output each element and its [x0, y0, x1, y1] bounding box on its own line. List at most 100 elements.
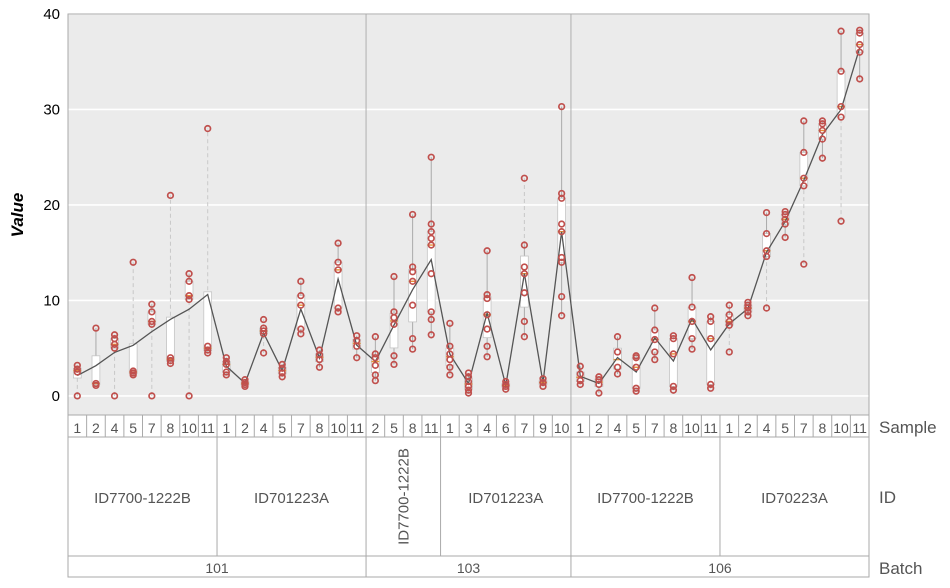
sample-label: 8 — [167, 420, 175, 436]
data-point — [557, 312, 566, 320]
data-point — [166, 356, 175, 365]
data-point — [408, 210, 417, 219]
data-point — [520, 263, 529, 271]
data-point — [464, 369, 473, 377]
box — [706, 321, 715, 385]
sample-label: 2 — [241, 420, 249, 436]
box — [669, 338, 678, 387]
data-point — [688, 345, 696, 353]
data-point — [502, 380, 510, 389]
data-point — [557, 220, 566, 228]
data-point — [632, 387, 640, 395]
data-point — [837, 67, 845, 75]
sample-label: 1 — [576, 420, 584, 436]
data-point — [427, 331, 435, 339]
data-point — [576, 380, 584, 389]
sample-label: 11 — [703, 420, 718, 436]
data-point — [408, 263, 417, 271]
data-point — [241, 378, 249, 387]
sample-label: 10 — [181, 420, 197, 436]
sample-label: 10 — [554, 420, 570, 436]
table-frame — [67, 414, 870, 578]
data-point — [483, 325, 491, 333]
data-point — [483, 247, 491, 255]
data-point — [353, 354, 361, 362]
data-point — [222, 368, 230, 376]
data-point — [539, 375, 547, 383]
data-point — [166, 354, 175, 362]
data-point — [744, 308, 752, 316]
data-point — [297, 292, 305, 300]
data-point — [446, 319, 454, 327]
data-point — [334, 239, 342, 247]
data-point — [520, 174, 529, 182]
data-point — [651, 348, 659, 356]
data-point — [818, 117, 827, 125]
data-point — [818, 126, 827, 135]
data-point — [725, 311, 733, 319]
data-point — [371, 371, 380, 379]
data-point — [613, 370, 622, 378]
data-point — [483, 291, 491, 299]
data-point — [204, 124, 212, 133]
batch-label: 106 — [708, 560, 732, 576]
data-point — [204, 349, 212, 357]
data-point — [148, 320, 156, 328]
data-point — [446, 371, 454, 379]
data-point — [446, 350, 454, 358]
data-point — [707, 313, 715, 321]
sample-label: 4 — [260, 420, 268, 436]
data-point — [241, 376, 249, 384]
data-point — [520, 289, 529, 297]
data-point — [278, 364, 286, 372]
sample-label: 8 — [670, 420, 678, 436]
data-point — [725, 301, 733, 309]
data-point — [651, 335, 659, 344]
data-point — [390, 352, 398, 360]
sample-label: 10 — [833, 420, 849, 436]
data-point — [185, 292, 193, 300]
data-point — [464, 386, 473, 394]
box — [520, 255, 529, 308]
data-point — [800, 182, 808, 190]
data-point — [502, 377, 510, 386]
data-point — [856, 40, 864, 49]
batch-dividers — [365, 14, 572, 415]
data-point — [390, 308, 398, 316]
data-point — [707, 384, 715, 392]
data-point — [557, 189, 566, 198]
data-point — [539, 382, 547, 391]
data-point — [371, 333, 380, 341]
data-point — [427, 315, 435, 324]
data-point — [334, 304, 342, 312]
data-point — [334, 308, 342, 316]
data-point — [651, 355, 659, 364]
data-point — [371, 361, 380, 370]
box — [296, 295, 306, 330]
data-point — [446, 363, 454, 371]
data-point — [688, 334, 696, 343]
data-point — [762, 304, 771, 312]
data-point — [613, 333, 622, 341]
data-point — [427, 153, 435, 161]
sample-label: 6 — [502, 420, 510, 436]
data-point — [800, 148, 808, 157]
data-points — [73, 26, 864, 400]
data-point — [464, 389, 473, 397]
data-point — [73, 361, 81, 370]
data-point — [688, 303, 696, 311]
data-point — [148, 317, 156, 326]
data-point — [110, 331, 119, 339]
data-point — [669, 334, 678, 343]
data-point — [408, 345, 417, 353]
data-point — [334, 258, 342, 266]
data-point — [669, 382, 678, 391]
sample-label: 5 — [390, 420, 398, 436]
data-point — [148, 308, 156, 316]
data-point — [818, 154, 827, 162]
data-point — [73, 365, 81, 373]
box — [426, 231, 436, 313]
data-point — [315, 346, 324, 354]
sample-label: 11 — [424, 420, 439, 436]
sample-label: 7 — [651, 420, 659, 436]
